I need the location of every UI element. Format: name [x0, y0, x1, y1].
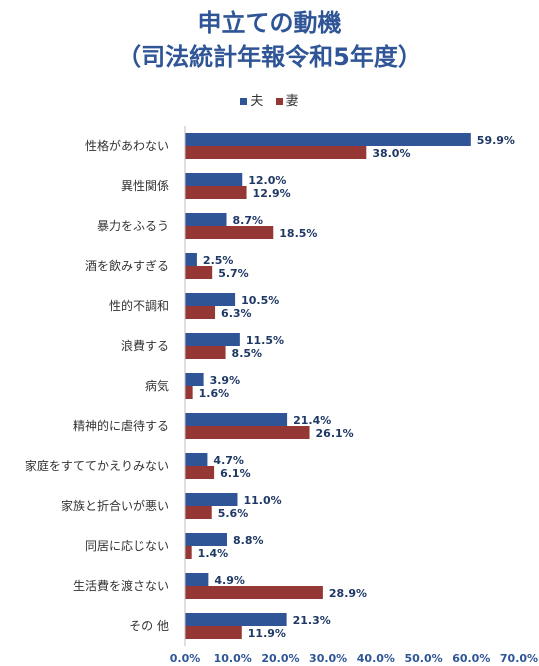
bar-series-1: [185, 306, 216, 319]
category-label: 酒を飲みすぎる: [85, 258, 169, 273]
data-label-series-0: 21.4%: [293, 414, 331, 427]
category-label: 同居に応じない: [85, 539, 169, 553]
legend: 夫 妻: [0, 90, 539, 109]
category-label: 家族と折合いが悪い: [61, 498, 169, 513]
category-label: 生活費を渡さない: [73, 578, 169, 593]
bar-series-1: [185, 266, 213, 279]
bar-series-0: [185, 333, 240, 346]
bar-series-0: [185, 133, 471, 146]
bar-series-1: [185, 386, 193, 399]
data-label-series-1: 12.9%: [253, 187, 291, 200]
data-label-series-1: 28.9%: [329, 587, 367, 600]
data-label-series-0: 21.3%: [293, 614, 331, 627]
x-tick-label: 60.0%: [452, 652, 490, 665]
bar-series-1: [185, 146, 367, 159]
data-label-series-1: 6.1%: [220, 467, 251, 480]
data-label-series-1: 38.0%: [372, 147, 410, 160]
category-label: 暴力をふるう: [97, 219, 169, 233]
bar-series-1: [185, 506, 212, 519]
category-label: 性的不調和: [109, 298, 169, 313]
bar-series-1: [185, 466, 215, 479]
data-label-series-1: 5.6%: [218, 507, 249, 520]
bar-series-1: [185, 546, 192, 559]
x-tick-label: 10.0%: [214, 652, 252, 665]
data-label-series-1: 11.9%: [248, 627, 286, 640]
data-label-series-0: 11.5%: [246, 334, 284, 347]
legend-item-series-0: 夫: [240, 90, 263, 109]
legend-item-series-1: 妻: [275, 90, 299, 109]
data-label-series-0: 8.8%: [233, 534, 264, 547]
bar-series-0: [185, 573, 209, 586]
x-tick-label: 40.0%: [357, 652, 395, 665]
x-tick-label: 70.0%: [500, 652, 538, 665]
bar-series-1: [185, 186, 247, 199]
x-tick-label: 30.0%: [309, 652, 347, 665]
bar-series-0: [185, 413, 288, 426]
bar-series-0: [185, 453, 208, 466]
data-label-series-1: 5.7%: [218, 267, 249, 280]
bar-series-0: [185, 613, 287, 626]
chart-title: 申立ての動機 （司法統計年報令和5年度）: [0, 6, 539, 74]
data-label-series-1: 18.5%: [279, 227, 317, 240]
category-label: 浪費する: [121, 338, 169, 353]
data-label-series-0: 2.5%: [203, 254, 234, 267]
category-label: 家庭をすててかえりみない: [25, 458, 169, 473]
x-tick-label: 50.0%: [404, 652, 442, 665]
bar-series-1: [185, 426, 310, 439]
x-tick-label: 0.0%: [170, 652, 201, 665]
bar-series-1: [185, 346, 226, 359]
category-label: 異性関係: [121, 179, 169, 193]
category-label: その 他: [129, 619, 169, 633]
category-label: 精神的に虐待する: [73, 418, 169, 433]
data-label-series-0: 4.7%: [213, 454, 244, 467]
data-label-series-0: 3.9%: [210, 374, 241, 387]
legend-swatch-series-1: [275, 98, 283, 105]
data-label-series-0: 59.9%: [477, 134, 515, 147]
bar-series-1: [185, 226, 274, 239]
category-label: 性格があわない: [85, 138, 169, 153]
data-label-series-0: 8.7%: [233, 214, 264, 227]
legend-label-series-1: 妻: [285, 94, 299, 109]
bar-series-1: [185, 586, 323, 599]
bar-series-0: [185, 253, 197, 266]
data-label-series-0: 4.9%: [214, 574, 245, 587]
data-label-series-0: 12.0%: [248, 174, 286, 187]
bar-series-0: [185, 493, 238, 506]
chart-title-line-2: （司法統計年報令和5年度）: [117, 43, 422, 71]
category-label: 病気: [145, 378, 169, 393]
data-label-series-1: 1.6%: [199, 387, 230, 400]
bar-series-0: [185, 213, 227, 226]
chart-title-line-1: 申立ての動機: [197, 9, 342, 37]
data-label-series-1: 6.3%: [221, 307, 252, 320]
data-label-series-1: 26.1%: [316, 427, 354, 440]
bar-series-0: [185, 293, 236, 306]
bar-series-1: [185, 626, 242, 639]
x-tick-label: 20.0%: [261, 652, 299, 665]
data-label-series-1: 1.4%: [198, 547, 229, 560]
legend-swatch-series-0: [240, 98, 248, 105]
data-label-series-0: 10.5%: [241, 294, 279, 307]
data-label-series-0: 11.0%: [243, 494, 281, 507]
bar-series-0: [185, 373, 204, 386]
bar-series-0: [185, 173, 243, 186]
legend-label-series-0: 夫: [250, 94, 264, 109]
data-label-series-1: 8.5%: [232, 347, 263, 360]
bar-series-0: [185, 533, 227, 546]
